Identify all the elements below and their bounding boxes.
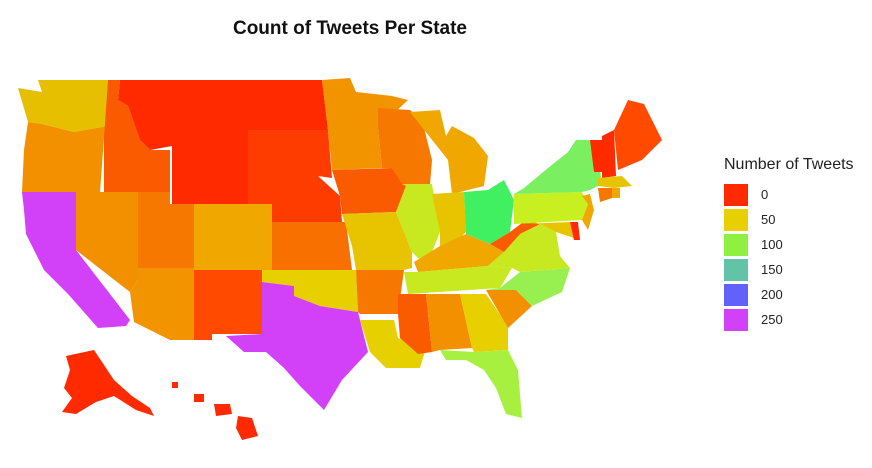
legend-key-200: 200 [724,282,854,307]
map-title: Count of Tweets Per State [232,18,467,39]
state-ne [248,176,342,222]
state-oh [464,180,514,244]
state-nm [194,270,262,340]
legend-swatch [724,308,748,331]
state-tn [404,266,512,294]
state-mt [118,80,248,150]
state-nd [248,80,328,130]
legend-swatch [724,233,748,256]
legend-swatch [724,258,748,281]
state-ms [398,294,432,354]
state-vt [590,140,602,172]
state-wi [378,108,432,184]
state-ky [414,234,504,272]
state-ar [356,270,404,314]
state-ut [138,192,194,268]
legend-key-100: 100 [724,232,854,257]
state-ok [262,270,358,312]
state-ma [598,176,632,188]
state-az [130,268,194,340]
state-ga [460,294,508,352]
legend-label: 50 [761,212,776,227]
state-co [194,204,272,270]
state-ak [62,350,154,416]
state-nh [602,130,616,178]
legend-key-150: 150 [724,257,854,282]
state-ny [514,140,602,194]
legend-label: 100 [761,237,783,252]
state-pa [514,192,588,224]
legend-swatch [724,283,748,306]
state-ct [598,188,612,202]
state-al [426,294,472,352]
legend-label: 150 [761,262,783,277]
legend-swatch [724,183,748,206]
state-nv [76,192,138,292]
state-wy [172,146,248,204]
state-ia [332,168,406,214]
legend-key-0: 0 [724,182,854,207]
state-in [432,192,466,246]
state-tx [226,282,368,410]
legend-label: 250 [761,312,783,327]
legend-swatch [724,208,748,231]
state-wv [490,220,540,252]
state-id [104,80,170,192]
state-la [360,320,426,368]
legend-title: Number of Tweets [724,156,854,173]
legend: Number of Tweets 0 50 100 150 200 250 [724,156,854,332]
state-ks [272,222,352,270]
state-nc [486,268,570,306]
state-ri [612,188,620,198]
state-nj [582,194,594,230]
state-il [396,184,440,262]
state-de [570,222,580,240]
legend-key-250: 250 [724,307,854,332]
state-sd [248,130,332,178]
state-va [488,224,570,272]
state-fl [440,350,522,418]
legend-key-50: 50 [724,207,854,232]
us-state-choropleth-map [18,78,662,440]
state-hi [172,382,258,440]
state-sc [486,290,532,328]
legend-label: 200 [761,287,783,302]
legend-label: 0 [761,187,769,202]
state-mi [410,110,488,194]
state-mn [322,78,408,170]
state-ca [22,192,130,328]
state-or [22,122,108,192]
state-wa [18,80,108,132]
state-md [522,222,574,238]
state-me [614,100,662,170]
state-mo [342,212,412,270]
